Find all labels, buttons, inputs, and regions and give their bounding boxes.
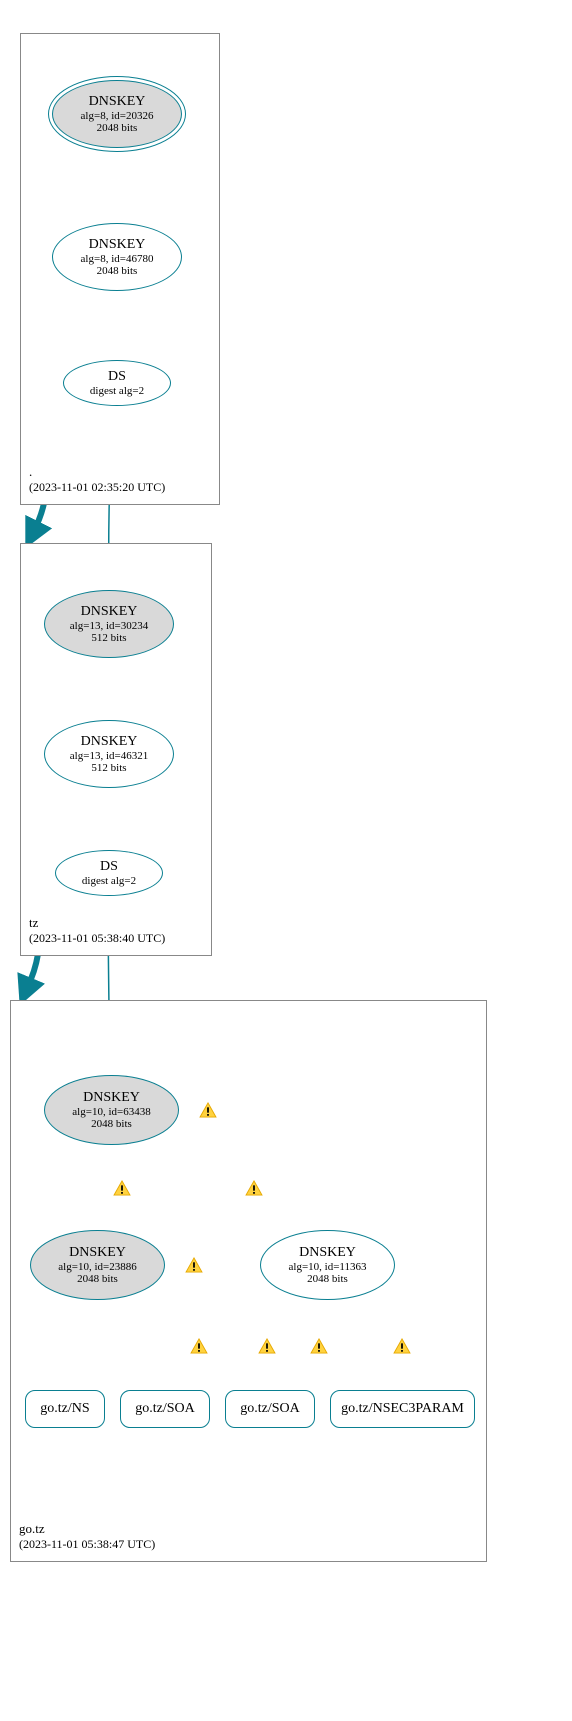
node-sub2: 2048 bits (97, 265, 138, 277)
node-sub1: alg=8, id=20326 (81, 110, 154, 122)
zone-edge-1 (22, 954, 38, 1000)
node-title: DNSKEY (81, 734, 138, 749)
node-title: DNSKEY (81, 604, 138, 619)
zone-timestamp: (2023-11-01 05:38:47 UTC) (19, 1537, 155, 1553)
node-tz-ds: DSdigest alg=2 (55, 850, 163, 896)
node-rr-nsec3: go.tz/NSEC3PARAM (330, 1390, 475, 1428)
node-tz-ksk: DNSKEYalg=13, id=30234512 bits (44, 590, 174, 658)
node-rr-soa2: go.tz/SOA (225, 1390, 315, 1428)
zone-label: .(2023-11-01 02:35:20 UTC) (29, 464, 165, 496)
node-sub2: 512 bits (91, 762, 126, 774)
node-sub2: 2048 bits (307, 1273, 348, 1285)
zone-name: tz (29, 915, 165, 932)
node-sub1: alg=13, id=30234 (70, 620, 148, 632)
node-sub1: alg=10, id=11363 (289, 1261, 367, 1273)
node-title: DNSKEY (83, 1090, 140, 1105)
node-gotz-zsk2: DNSKEYalg=10, id=113632048 bits (260, 1230, 395, 1300)
node-sub2: 2048 bits (97, 122, 138, 134)
node-title: go.tz/NSEC3PARAM (341, 1401, 464, 1416)
node-root-zsk: DNSKEYalg=8, id=467802048 bits (52, 223, 182, 291)
zone-label: go.tz(2023-11-01 05:38:47 UTC) (19, 1521, 155, 1553)
node-gotz-ksk: DNSKEYalg=10, id=634382048 bits (44, 1075, 179, 1145)
node-title: DS (108, 369, 126, 384)
node-title: go.tz/SOA (240, 1401, 300, 1416)
node-title: DNSKEY (69, 1245, 126, 1260)
node-sub1: alg=10, id=63438 (72, 1106, 150, 1118)
node-tz-zsk: DNSKEYalg=13, id=46321512 bits (44, 720, 174, 788)
node-title: go.tz/SOA (135, 1401, 195, 1416)
node-rr-soa1: go.tz/SOA (120, 1390, 210, 1428)
zone-name: . (29, 464, 165, 481)
node-title: DNSKEY (89, 94, 146, 109)
node-gotz-zsk1: DNSKEYalg=10, id=238862048 bits (30, 1230, 165, 1300)
node-sub1: digest alg=2 (90, 385, 144, 397)
zone-timestamp: (2023-11-01 02:35:20 UTC) (29, 480, 165, 496)
node-title: DS (100, 859, 118, 874)
node-title: DNSKEY (299, 1245, 356, 1260)
zone-timestamp: (2023-11-01 05:38:40 UTC) (29, 931, 165, 947)
node-sub1: alg=10, id=23886 (58, 1261, 136, 1273)
zone-name: go.tz (19, 1521, 155, 1538)
node-sub1: alg=13, id=46321 (70, 750, 148, 762)
node-title: DNSKEY (89, 237, 146, 252)
node-root-ksk: DNSKEYalg=8, id=203262048 bits (52, 80, 182, 148)
node-sub2: 512 bits (91, 632, 126, 644)
node-sub2: 2048 bits (77, 1273, 118, 1285)
node-rr-ns: go.tz/NS (25, 1390, 105, 1428)
zone-edge-0 (28, 503, 44, 543)
node-root-ds: DSdigest alg=2 (63, 360, 171, 406)
zone-label: tz(2023-11-01 05:38:40 UTC) (29, 915, 165, 947)
node-sub1: alg=8, id=46780 (81, 253, 154, 265)
node-sub1: digest alg=2 (82, 875, 136, 887)
node-sub2: 2048 bits (91, 1118, 132, 1130)
node-title: go.tz/NS (40, 1401, 89, 1416)
